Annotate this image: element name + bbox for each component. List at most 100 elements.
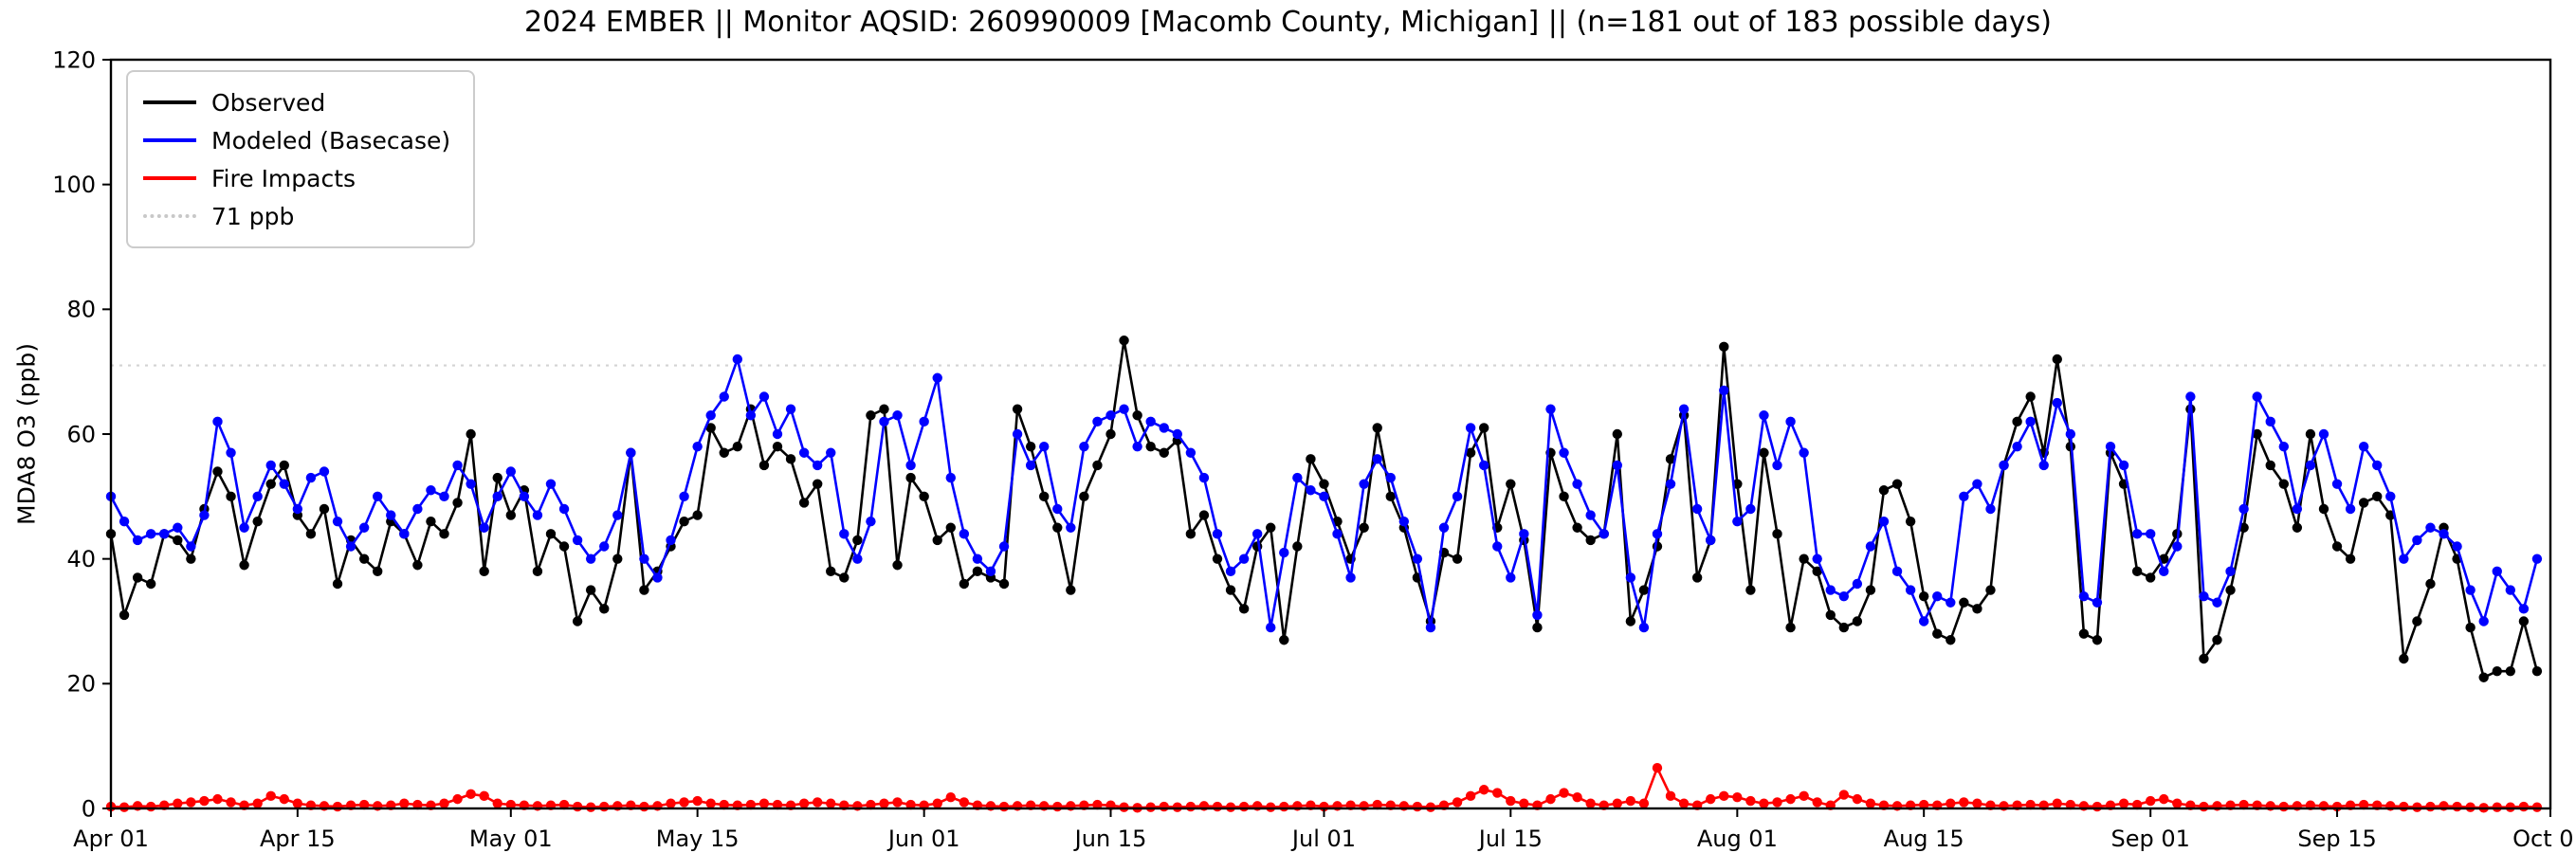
- data-point-marker: [2212, 635, 2222, 645]
- data-point-marker: [1972, 479, 1982, 489]
- data-point-marker: [1918, 799, 1929, 810]
- data-point-marker: [1785, 416, 1796, 427]
- data-point-marker: [199, 510, 210, 520]
- data-point-marker: [1878, 485, 1890, 496]
- data-point-marker: [1959, 491, 1969, 502]
- data-point-marker: [1198, 472, 1210, 483]
- data-point-marker: [1452, 491, 1463, 502]
- data-point-marker: [1785, 793, 1796, 805]
- data-point-marker: [1306, 454, 1316, 464]
- data-point-marker: [1398, 516, 1410, 527]
- data-point-marker: [412, 560, 423, 571]
- data-point-marker: [1212, 529, 1223, 539]
- data-point-marker: [1251, 529, 1263, 539]
- data-point-marker: [1838, 590, 1850, 602]
- data-point-marker: [1719, 341, 1729, 353]
- data-point-marker: [758, 798, 770, 808]
- data-point-marker: [2118, 798, 2129, 808]
- data-point-marker: [532, 510, 543, 520]
- series-line-observed: [109, 338, 2539, 680]
- x-tick-label: Sep 15: [2297, 826, 2376, 852]
- data-point-marker: [239, 560, 249, 571]
- data-point-marker: [1159, 447, 1169, 458]
- y-tick-label: 40: [66, 546, 96, 572]
- data-point-marker: [1319, 491, 1329, 502]
- data-point-marker: [1452, 797, 1463, 808]
- data-point-marker: [959, 529, 970, 539]
- data-point-marker: [639, 554, 649, 564]
- data-point-marker: [2199, 590, 2209, 602]
- data-point-marker: [892, 797, 903, 808]
- data-point-marker: [998, 541, 1010, 552]
- data-point-marker: [332, 578, 343, 590]
- data-point-marker: [1092, 460, 1103, 471]
- data-point-marker: [1025, 441, 1036, 452]
- data-point-marker: [866, 410, 876, 421]
- data-point-marker: [1145, 802, 1156, 812]
- data-point-marker: [1612, 798, 1622, 808]
- data-point-marker: [1025, 460, 1036, 471]
- data-point-marker: [2412, 616, 2422, 626]
- chart-title: 2024 EMBER || Monitor AQSID: 260990009 […: [523, 6, 2052, 39]
- data-point-marker: [1225, 566, 1236, 577]
- data-point-marker: [1545, 793, 1556, 805]
- data-point-marker: [1825, 609, 1836, 621]
- data-point-marker: [719, 391, 729, 402]
- data-point-marker: [2518, 801, 2530, 812]
- data-point-marker: [639, 801, 649, 812]
- data-point-marker: [1292, 541, 1303, 552]
- data-point-marker: [679, 516, 689, 527]
- data-point-marker: [1865, 541, 1876, 552]
- data-point-marker: [1852, 616, 1863, 626]
- data-point-marker: [1212, 554, 1223, 564]
- data-point-marker: [119, 802, 130, 812]
- data-point-marker: [2278, 441, 2289, 452]
- data-point-marker: [1092, 799, 1103, 810]
- data-point-marker: [1465, 423, 1476, 433]
- data-point-marker: [1519, 529, 1529, 539]
- data-point-marker: [1638, 798, 1650, 808]
- data-point-marker: [839, 529, 850, 539]
- data-point-marker: [2492, 566, 2502, 577]
- data-point-marker: [892, 410, 903, 421]
- data-point-marker: [1506, 795, 1516, 807]
- data-point-marker: [1092, 416, 1103, 427]
- data-point-marker: [2452, 801, 2462, 812]
- data-point-marker: [2292, 522, 2303, 533]
- data-point-marker: [666, 535, 676, 546]
- data-point-marker: [439, 798, 449, 808]
- legend-line-sample-fire-impacts: [143, 176, 196, 180]
- x-tick-label: May 01: [469, 826, 553, 852]
- data-point-marker: [2225, 566, 2236, 577]
- data-point-marker: [1612, 428, 1622, 440]
- y-tick-label: 120: [52, 46, 96, 73]
- data-point-marker: [1599, 529, 1609, 539]
- data-point-marker: [1572, 479, 1582, 489]
- data-point-marker: [826, 447, 836, 458]
- data-point-marker: [1279, 635, 1289, 645]
- data-point-marker: [1985, 585, 1996, 595]
- data-point-marker: [2025, 416, 2036, 427]
- data-point-marker: [1319, 479, 1329, 489]
- data-point-marker: [1238, 604, 1250, 614]
- data-point-marker: [279, 793, 289, 805]
- data-point-marker: [1492, 541, 1503, 552]
- data-point-marker: [2092, 597, 2103, 608]
- data-point-marker: [279, 460, 289, 471]
- legend-line-sample-modeled-basecase: [143, 138, 196, 142]
- data-point-marker: [2505, 665, 2516, 677]
- data-point-marker: [319, 503, 330, 515]
- data-point-marker: [1506, 479, 1516, 489]
- axes-layer: 0 20 40 60 80 100 120 Apr 01 Apr 15 May 01 May 15 J…: [52, 46, 2576, 852]
- data-point-marker: [1132, 441, 1142, 452]
- data-point-marker: [173, 522, 183, 533]
- data-point-marker: [612, 510, 623, 520]
- data-point-marker: [1279, 801, 1289, 812]
- data-point-marker: [119, 516, 130, 527]
- data-point-marker: [1878, 516, 1890, 527]
- data-point-marker: [1119, 802, 1129, 812]
- data-point-marker: [2531, 802, 2543, 812]
- data-point-marker: [212, 416, 223, 427]
- x-tick-label: Aug 01: [1697, 826, 1778, 852]
- y-tick-label: 100: [52, 172, 96, 198]
